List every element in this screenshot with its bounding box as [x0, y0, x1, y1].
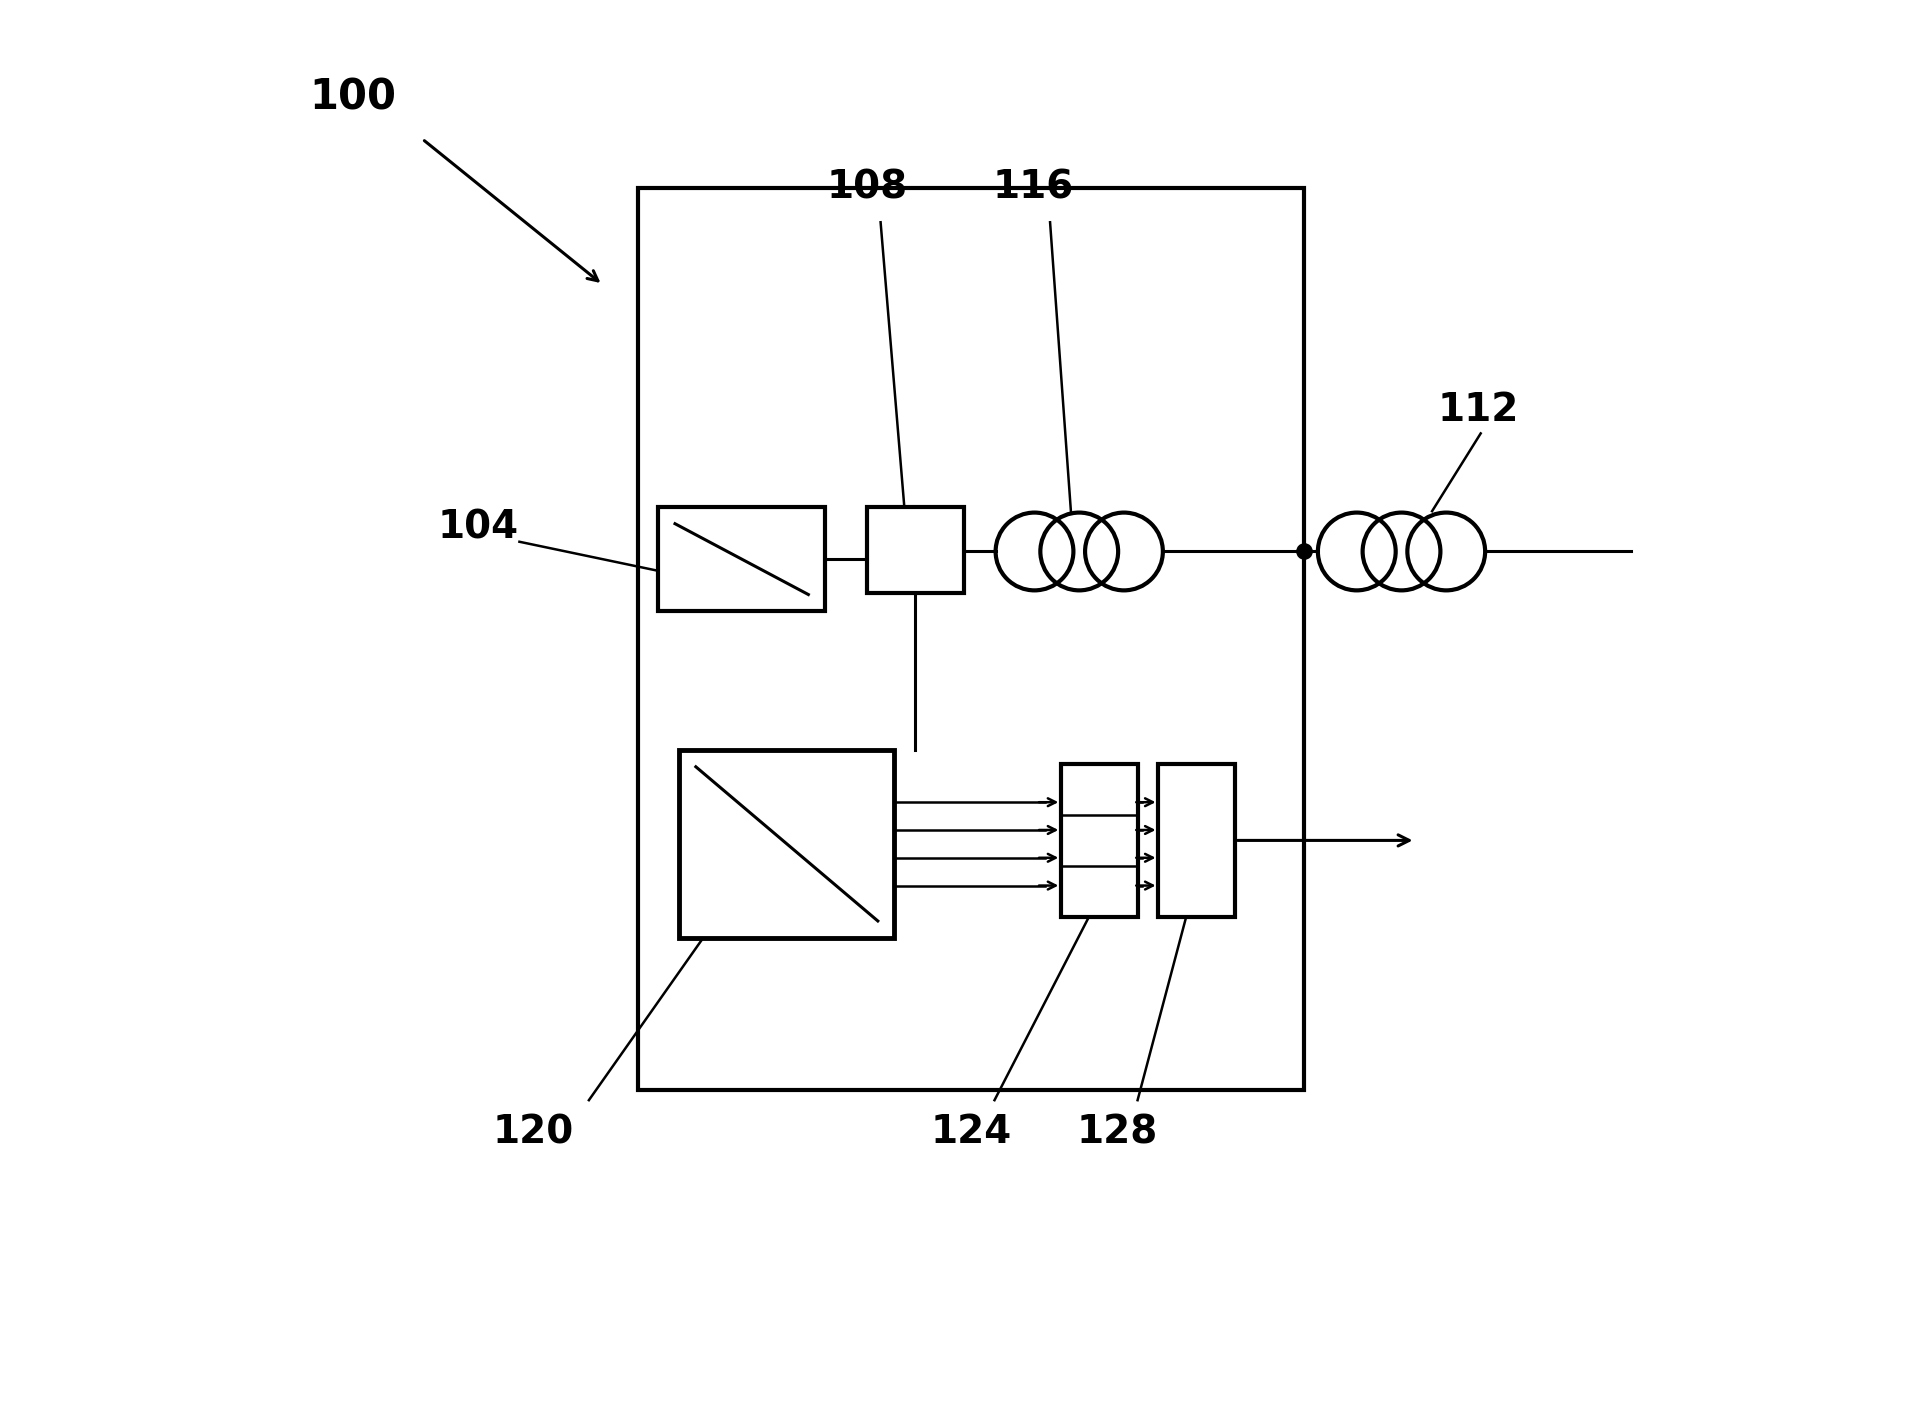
Text: 108: 108	[827, 168, 907, 206]
Text: 100: 100	[310, 76, 396, 118]
Text: 120: 120	[492, 1113, 574, 1150]
Text: 104: 104	[436, 509, 519, 547]
Bar	[1060, 765, 1137, 916]
Bar	[658, 506, 825, 612]
Bar	[1158, 765, 1235, 916]
Text: 116: 116	[993, 168, 1074, 206]
Text: 128: 128	[1076, 1113, 1158, 1150]
Text: 112: 112	[1437, 391, 1518, 429]
Bar	[679, 751, 894, 937]
Text: 124: 124	[930, 1113, 1011, 1150]
Bar	[637, 188, 1303, 1090]
Bar	[867, 506, 965, 593]
